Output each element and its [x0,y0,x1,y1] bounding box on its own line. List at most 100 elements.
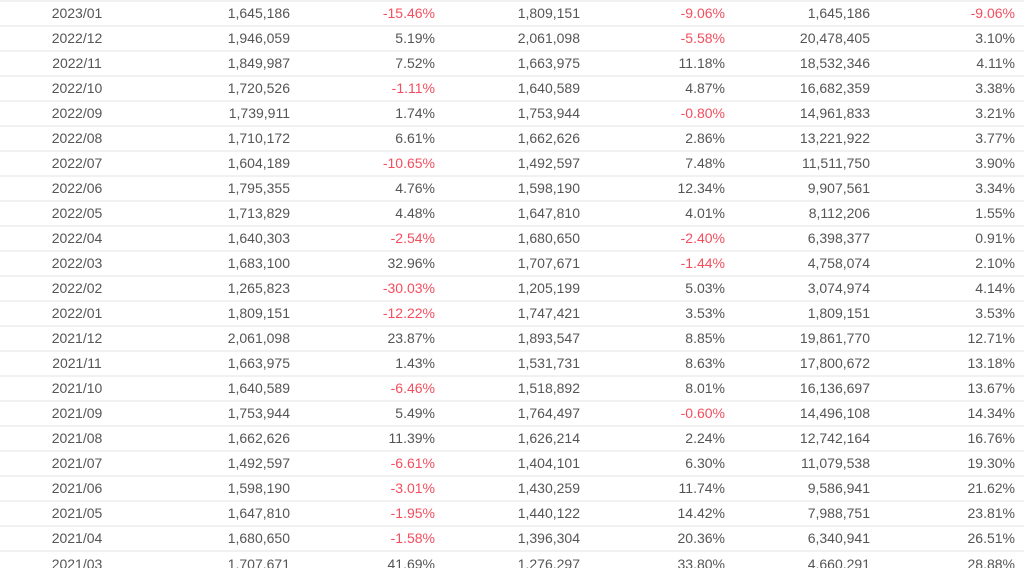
cell-pct-1: 1.74% [299,100,444,126]
cell-pct-1: -1.95% [299,500,444,526]
cell-value-2: 1,404,101 [444,450,589,476]
cell-value-1: 2,061,098 [154,325,299,351]
cell-pct-2: 11.18% [589,50,734,76]
cell-value-2: 1,640,589 [444,75,589,101]
table-row: 2021/10 1,640,589 -6.46% 1,518,892 8.01% 16,1… [0,375,1024,401]
cell-value-3: 3,074,974 [734,275,879,301]
table-row: 2021/11 1,663,975 1.43% 1,531,731 8.63% 17,80… [0,350,1024,376]
cell-pct-1: 41.69% [299,550,444,568]
cell-value-1: 1,647,810 [154,500,299,526]
cell-pct-1: 11.39% [299,425,444,451]
cell-pct-1: -15.46% [299,0,444,26]
cell-value-2: 1,707,671 [444,250,589,276]
cell-value-1: 1,645,186 [154,0,299,26]
table-row: 2022/08 1,710,172 6.61% 1,662,626 2.86% 13,22… [0,125,1024,151]
cell-pct-1: 4.76% [299,175,444,201]
cell-value-1: 1,753,944 [154,400,299,426]
cell-value-2: 1,747,421 [444,300,589,326]
cell-value-3: 4,758,074 [734,250,879,276]
cell-pct-2: 7.48% [589,150,734,176]
table-row: 2022/11 1,849,987 7.52% 1,663,975 11.18% 18,5… [0,50,1024,76]
cell-date: 2022/05 [0,200,154,226]
cell-value-3: 16,682,359 [734,75,879,101]
cell-value-3: 8,112,206 [734,200,879,226]
table-row: 2021/07 1,492,597 -6.61% 1,404,101 6.30% 11,0… [0,450,1024,476]
cell-value-2: 1,276,297 [444,550,589,568]
cell-pct-3: 28.88% [879,550,1024,568]
cell-value-2: 1,647,810 [444,200,589,226]
cell-pct-2: -0.80% [589,100,734,126]
table-row: 2023/01 1,645,186 -15.46% 1,809,151 -9.06% 1,… [0,0,1024,26]
cell-value-2: 1,598,190 [444,175,589,201]
cell-pct-2: 8.63% [589,350,734,376]
cell-value-3: 11,079,538 [734,450,879,476]
cell-pct-3: 13.18% [879,350,1024,376]
cell-value-2: 1,764,497 [444,400,589,426]
cell-value-1: 1,713,829 [154,200,299,226]
cell-date: 2022/04 [0,225,154,251]
cell-pct-2: -2.40% [589,225,734,251]
cell-pct-2: 33.80% [589,550,734,568]
table-row: 2022/12 1,946,059 5.19% 2,061,098 -5.58% 20,4… [0,25,1024,51]
cell-pct-3: 1.55% [879,200,1024,226]
cell-pct-1: 5.49% [299,400,444,426]
cell-value-1: 1,662,626 [154,425,299,451]
cell-value-1: 1,809,151 [154,300,299,326]
cell-date: 2021/09 [0,400,154,426]
cell-date: 2022/10 [0,75,154,101]
cell-date: 2022/11 [0,50,154,76]
cell-value-2: 1,809,151 [444,0,589,26]
cell-pct-1: -3.01% [299,475,444,501]
table-row: 2022/04 1,640,303 -2.54% 1,680,650 -2.40% 6,3… [0,225,1024,251]
cell-value-3: 18,532,346 [734,50,879,76]
cell-pct-3: 13.67% [879,375,1024,401]
cell-value-1: 1,680,650 [154,525,299,551]
table-row: 2022/09 1,739,911 1.74% 1,753,944 -0.80% 14,9… [0,100,1024,126]
cell-value-3: 17,800,672 [734,350,879,376]
cell-date: 2021/06 [0,475,154,501]
cell-value-1: 1,739,911 [154,100,299,126]
cell-date: 2021/10 [0,375,154,401]
cell-pct-2: -0.60% [589,400,734,426]
table-row: 2022/07 1,604,189 -10.65% 1,492,597 7.48% 11,… [0,150,1024,176]
cell-date: 2022/03 [0,250,154,276]
table-row: 2022/02 1,265,823 -30.03% 1,205,199 5.03% 3,0… [0,275,1024,301]
cell-value-3: 16,136,697 [734,375,879,401]
cell-pct-1: 32.96% [299,250,444,276]
cell-pct-1: -6.46% [299,375,444,401]
cell-pct-2: 20.36% [589,525,734,551]
cell-pct-3: 3.10% [879,25,1024,51]
cell-pct-3: 3.90% [879,150,1024,176]
cell-pct-2: 11.74% [589,475,734,501]
cell-date: 2022/12 [0,25,154,51]
cell-pct-2: 12.34% [589,175,734,201]
cell-value-3: 11,511,750 [734,150,879,176]
cell-value-1: 1,604,189 [154,150,299,176]
cell-value-3: 1,809,151 [734,300,879,326]
cell-value-2: 1,492,597 [444,150,589,176]
table-row: 2021/06 1,598,190 -3.01% 1,430,259 11.74% 9,5… [0,475,1024,501]
cell-date: 2022/01 [0,300,154,326]
cell-value-1: 1,598,190 [154,475,299,501]
cell-pct-2: 3.53% [589,300,734,326]
table-row: 2021/04 1,680,650 -1.58% 1,396,304 20.36% 6,3… [0,525,1024,551]
cell-value-2: 1,662,626 [444,125,589,151]
cell-pct-1: 7.52% [299,50,444,76]
table-row: 2021/09 1,753,944 5.49% 1,764,497 -0.60% 14,4… [0,400,1024,426]
cell-pct-2: 8.01% [589,375,734,401]
cell-pct-3: 12.71% [879,325,1024,351]
cell-date: 2021/12 [0,325,154,351]
cell-value-2: 1,518,892 [444,375,589,401]
cell-pct-2: 4.87% [589,75,734,101]
table-row: 2021/12 2,061,098 23.87% 1,893,547 8.85% 19,8… [0,325,1024,351]
table-row: 2021/03 1,707,671 41.69% 1,276,297 33.80% 4,6… [0,550,1024,568]
cell-value-1: 1,707,671 [154,550,299,568]
cell-value-3: 7,988,751 [734,500,879,526]
cell-pct-1: -10.65% [299,150,444,176]
cell-pct-2: -5.58% [589,25,734,51]
cell-date: 2021/07 [0,450,154,476]
cell-pct-3: 2.10% [879,250,1024,276]
cell-value-2: 1,440,122 [444,500,589,526]
cell-pct-1: 5.19% [299,25,444,51]
cell-pct-3: 3.21% [879,100,1024,126]
